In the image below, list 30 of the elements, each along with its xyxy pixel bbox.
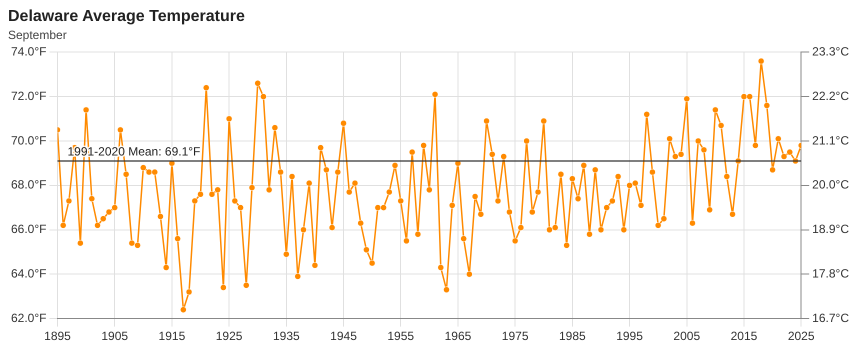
y2-tick-label: 23.3°C bbox=[812, 44, 850, 59]
x-tick-label: 1965 bbox=[444, 329, 472, 344]
y-tick-label: 62.0°F bbox=[11, 310, 46, 325]
y-tick-label: 72.0°F bbox=[11, 88, 46, 103]
y2-tick-label: 16.7°C bbox=[812, 310, 850, 325]
x-tick-label: 1955 bbox=[387, 329, 414, 344]
x-tick-label: 2025 bbox=[788, 329, 815, 344]
y-tick-label: 68.0°F bbox=[11, 178, 46, 192]
x-tick-label: 1935 bbox=[272, 329, 300, 344]
x-tick-label: 1915 bbox=[158, 329, 186, 344]
y2-tick-label: 17.8°C bbox=[812, 266, 850, 281]
x-tick-label: 2015 bbox=[730, 329, 758, 344]
x-tick-label: 1895 bbox=[44, 329, 72, 344]
y2-tick-label: 20.0°C bbox=[812, 178, 850, 192]
x-tick-label: 1985 bbox=[559, 329, 586, 344]
x-tick-label: 2005 bbox=[673, 329, 700, 344]
x-tick-label: 1975 bbox=[502, 329, 529, 344]
x-tick-label: 1995 bbox=[616, 329, 644, 344]
y-tick-label: 74.0°F bbox=[11, 44, 46, 59]
x-tick-label: 1925 bbox=[216, 329, 243, 344]
chart-subtitle: September bbox=[8, 28, 68, 42]
y2-tick-label: 18.9°C bbox=[812, 222, 850, 236]
y2-tick-label: 22.2°C bbox=[812, 88, 850, 103]
x-tick-label: 1945 bbox=[330, 329, 358, 344]
chart-title: Delaware Average Temperature bbox=[8, 8, 246, 26]
y-tick-label: 66.0°F bbox=[11, 222, 46, 236]
y-tick-label: 70.0°F bbox=[11, 133, 46, 148]
y-tick-label: 64.0°F bbox=[11, 266, 46, 281]
x-tick-label: 1905 bbox=[101, 329, 128, 344]
y2-tick-label: 21.1°C bbox=[812, 133, 850, 148]
